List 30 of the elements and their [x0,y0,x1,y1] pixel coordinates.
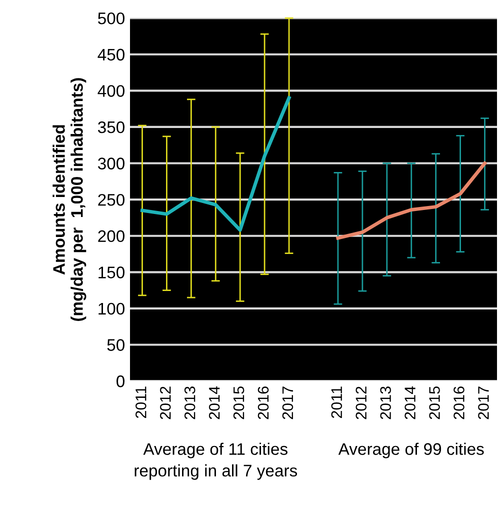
y-tick-label: 50 [107,339,124,351]
y-tick-label: 350 [98,121,124,134]
text: Average of 11 cities reporting in all 7 years [134,442,298,480]
x-tick-label: 2017 [282,386,294,420]
line-series [140,96,291,232]
x-tick-label: 2016 [258,386,269,420]
x-tick-label: 2015 [233,386,244,420]
line-series [336,162,486,240]
y-tick-label: 100 [98,302,124,315]
x-tick-label: 2014 [208,386,220,420]
x-tick-label: 2011 [331,386,342,418]
x-tick-label: 2013 [380,386,391,420]
x-tick-label: 2014 [404,386,416,420]
x-tick-label: 2012 [356,386,367,420]
y-tick-label: 150 [98,266,124,278]
x-tick-label: 2015 [429,386,440,420]
text: Average of 99 cities [338,442,484,458]
y-tick-label: 200 [98,230,124,242]
y-tick-label: 0 [116,375,124,388]
x-tick-label: 2011 [136,386,146,418]
y-tick-label: 300 [98,158,124,170]
x-tick-label: 2016 [454,386,464,420]
y-axis-title: Amounts identified (mg/day per 1,000 inhabitants) [52,78,86,321]
x-tick-label: 2013 [184,386,196,420]
y-tick-label: 400 [98,85,124,97]
x-tick-label: 2012 [160,386,171,420]
y-tick-label: 250 [98,194,124,206]
y-tick-label: 450 [98,48,124,61]
x-tick-label: 2017 [478,386,489,420]
y-tick-label: 500 [98,12,124,24]
